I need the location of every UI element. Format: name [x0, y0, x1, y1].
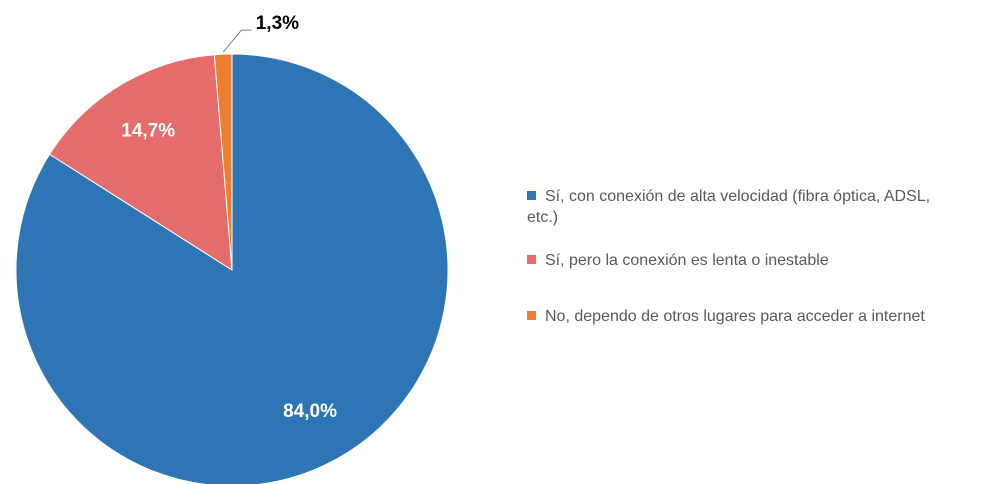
data-label: 14,7% — [121, 120, 175, 141]
legend-swatch — [527, 255, 536, 264]
legend-swatch — [527, 311, 536, 320]
data-label: 1,3% — [256, 13, 299, 34]
legend-label: No, dependo de otros lugares para accede… — [545, 308, 925, 325]
legend-item: No, dependo de otros lugares para accede… — [527, 306, 947, 327]
legend-item: Sí, con conexión de alta velocidad (fibr… — [527, 186, 947, 228]
data-label: 84,0% — [283, 401, 337, 422]
legend-item: Sí, pero la conexión es lenta o inestabl… — [527, 250, 947, 271]
pie-slice — [213, 53, 233, 271]
pie-slice — [48, 54, 233, 271]
legend-swatch — [527, 191, 536, 200]
legend: Sí, con conexión de alta velocidad (fibr… — [527, 186, 947, 349]
leader-line — [222, 29, 252, 53]
legend-label: Sí, con conexión de alta velocidad (fibr… — [527, 188, 931, 226]
legend-label: Sí, pero la conexión es lenta o inestabl… — [545, 252, 829, 269]
